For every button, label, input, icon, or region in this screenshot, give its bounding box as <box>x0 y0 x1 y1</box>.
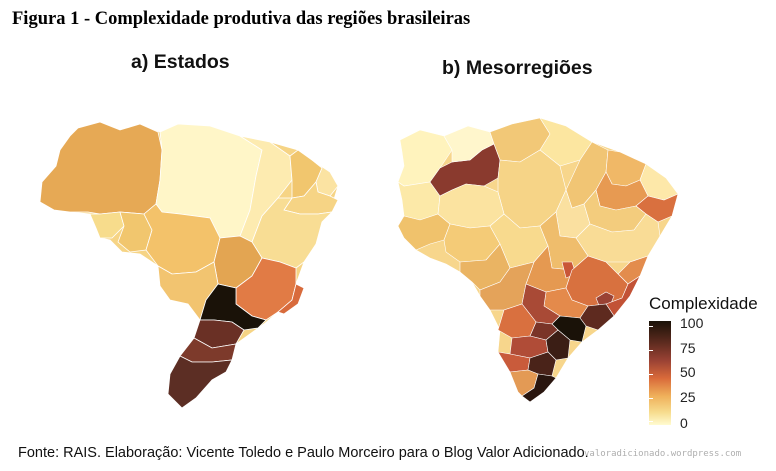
legend-tick <box>649 421 653 422</box>
legend-title: Complexidade <box>649 294 758 313</box>
figure-title: Figura 1 - Complexidade produtiva das re… <box>12 9 471 29</box>
source-note: Fonte: RAIS. Elaboração: Vicente Toledo … <box>18 445 589 461</box>
legend-label-0: 0 <box>680 415 688 431</box>
state-region <box>39 121 163 215</box>
map-estados <box>39 121 339 409</box>
legend-color-bar <box>649 321 671 425</box>
state-region <box>277 283 305 315</box>
panel-title-mesorregioes: b) Mesorregiões <box>442 57 593 79</box>
mesoregion <box>539 117 593 167</box>
mesoregion <box>397 213 451 251</box>
legend-tick <box>671 374 675 375</box>
state-region <box>89 211 125 239</box>
mesoregion <box>521 373 557 403</box>
legend-label-25: 25 <box>680 389 696 405</box>
legend-tick <box>649 398 653 399</box>
mesoregion <box>397 181 441 221</box>
legend-tick <box>671 350 675 351</box>
legend-tick <box>671 421 675 422</box>
legend-tick <box>671 398 675 399</box>
panel-title-estados: a) Estados <box>131 51 230 73</box>
legend-tick <box>649 326 653 327</box>
legend-label-75: 75 <box>680 340 696 356</box>
watermark: valoradicionado.wordpress.com <box>584 449 742 459</box>
legend-label-50: 50 <box>680 364 696 380</box>
mesoregion <box>443 125 495 163</box>
legend-tick <box>649 350 653 351</box>
legend-label-100: 100 <box>680 315 704 331</box>
legend-tick <box>671 326 675 327</box>
map-mesorregioes <box>397 117 679 403</box>
state-region <box>167 355 233 409</box>
legend-tick <box>649 374 653 375</box>
